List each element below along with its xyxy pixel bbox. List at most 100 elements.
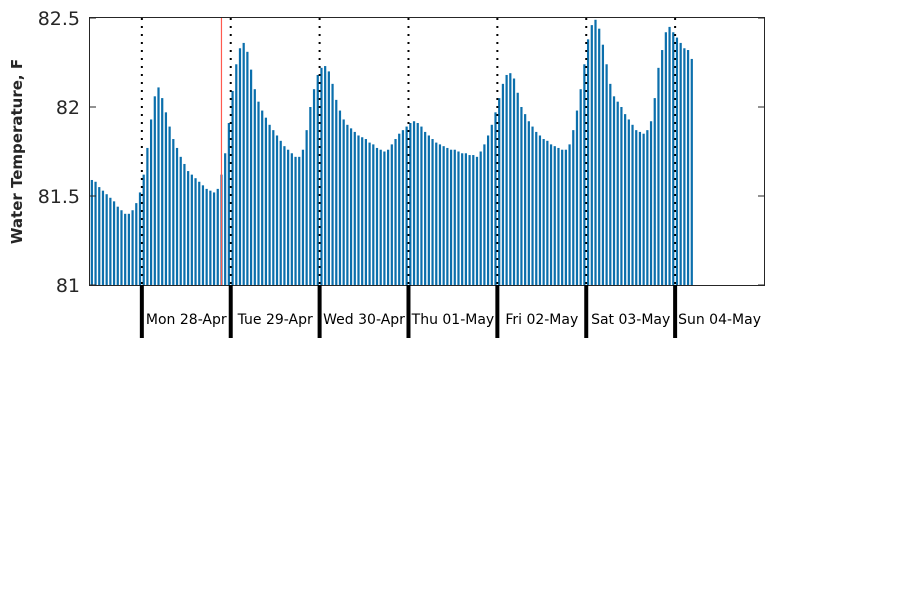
- bar: [190, 174, 193, 285]
- bar: [153, 96, 156, 285]
- y-axis-ticks: 81 81.5 82 82.5: [38, 8, 764, 297]
- bar: [464, 153, 467, 285]
- bar: [457, 151, 460, 285]
- bar: [272, 130, 275, 285]
- bar: [520, 107, 523, 285]
- bar: [116, 206, 119, 285]
- bar: [635, 130, 638, 285]
- bar: [305, 130, 308, 285]
- bar: [105, 194, 108, 285]
- bar: [253, 89, 256, 285]
- bar: [583, 64, 586, 285]
- bar: [231, 90, 234, 285]
- bar: [686, 50, 690, 285]
- bar: [120, 210, 123, 285]
- bar: [90, 179, 93, 285]
- bar: [283, 146, 286, 285]
- bar: [364, 139, 367, 285]
- bar: [320, 67, 323, 285]
- bar: [324, 66, 327, 285]
- bar: [172, 139, 175, 285]
- bar: [168, 126, 171, 285]
- bar: [642, 133, 645, 285]
- bar: [424, 131, 427, 285]
- bar: [187, 171, 190, 285]
- bar: [149, 119, 153, 286]
- bar: [498, 98, 501, 285]
- bar: [609, 83, 612, 285]
- bar: [94, 181, 97, 285]
- bar: [279, 140, 282, 285]
- bar: [346, 124, 349, 285]
- bar: [657, 67, 660, 285]
- bar: [101, 190, 105, 285]
- bar: [490, 124, 493, 285]
- bar: [349, 128, 353, 285]
- bar: [387, 149, 390, 285]
- bar: [438, 144, 442, 285]
- bar: [290, 153, 293, 285]
- bar: [112, 201, 116, 285]
- day-label: Wed 30-Apr: [323, 312, 405, 328]
- bar: [409, 123, 412, 286]
- bar: [353, 131, 356, 285]
- bar: [212, 192, 216, 285]
- bar: [579, 89, 582, 285]
- bar: [453, 149, 456, 285]
- bar: [198, 181, 201, 285]
- bar: [375, 147, 379, 285]
- bar: [420, 126, 423, 285]
- bar: [557, 147, 560, 285]
- y-tick-label: 82: [56, 97, 80, 119]
- bar: [161, 98, 164, 285]
- bar: [494, 112, 497, 285]
- bar: [505, 74, 508, 286]
- bar: [246, 51, 249, 285]
- x-axis-day-labels: Mon 28-Apr Tue 29-Apr Wed 30-Apr Thu 01-May…: [146, 312, 761, 328]
- bar: [238, 48, 242, 286]
- bar: [564, 149, 567, 285]
- bar: [398, 133, 401, 285]
- bar: [675, 37, 679, 285]
- bar: [124, 213, 127, 285]
- bar: [553, 146, 556, 285]
- bar: [594, 19, 597, 286]
- bar: [435, 142, 438, 285]
- bar: [264, 117, 268, 286]
- bar: [668, 26, 671, 286]
- bar: [653, 98, 656, 285]
- bar: [175, 147, 179, 285]
- bar: [242, 42, 245, 285]
- y-axis-title: Water Temperature, F: [8, 59, 26, 244]
- bar: [268, 124, 271, 285]
- bar: [194, 178, 197, 285]
- bar: [538, 135, 542, 285]
- bar: [383, 151, 386, 285]
- bar: [549, 144, 553, 285]
- bar: [416, 123, 419, 286]
- bar: [483, 144, 486, 285]
- bar: [509, 73, 512, 286]
- bar: [598, 28, 601, 286]
- bar: [442, 146, 445, 285]
- bar: [261, 110, 264, 285]
- bar: [338, 110, 342, 285]
- day-label: Tue 29-Apr: [237, 312, 313, 328]
- y-tick-label: 81.5: [38, 186, 80, 208]
- bar: [401, 130, 405, 285]
- bar: [394, 139, 397, 285]
- bar: [201, 185, 205, 285]
- day-label: Sat 03-May: [591, 312, 670, 328]
- bar: [638, 131, 642, 285]
- x-axis-day-separators: [139, 285, 678, 338]
- bar: [535, 131, 538, 285]
- bar: [312, 89, 316, 285]
- bar: [216, 188, 219, 285]
- bar: [586, 39, 590, 285]
- bar: [631, 124, 634, 285]
- bar: [475, 156, 479, 285]
- bar: [486, 135, 490, 285]
- bar: [372, 144, 375, 285]
